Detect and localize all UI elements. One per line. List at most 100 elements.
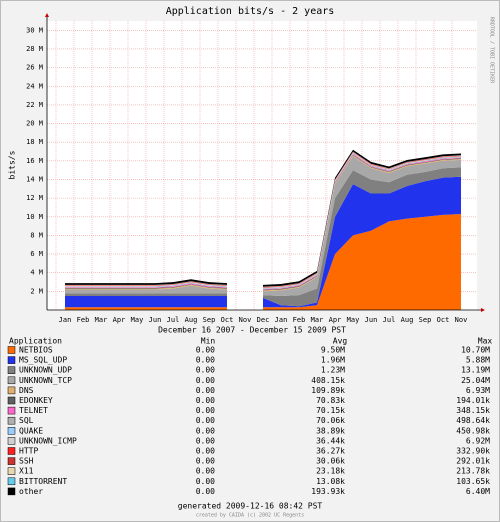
y-tick-label: 18 M (26, 138, 43, 146)
legend-min: 0.00 (196, 457, 215, 466)
legend-max: 6.40M (466, 487, 490, 496)
legend-swatch (7, 386, 16, 395)
y-tick-label: 10 M (26, 213, 43, 221)
legend-avg: 193.93k (311, 487, 345, 496)
x-tick-label: Jun (365, 316, 378, 324)
y-tick-label: 16 M (26, 157, 43, 165)
legend-max: 348.15k (456, 406, 490, 415)
legend-max: 498.64k (456, 416, 490, 425)
legend-avg: 23.18k (316, 467, 345, 476)
legend-label: BITTORRENT (19, 477, 67, 486)
legend-min: 0.00 (196, 386, 215, 395)
x-tick-label: Oct (221, 316, 234, 324)
x-tick-label: Mar (95, 316, 108, 324)
area (65, 156, 461, 296)
column-header: Min (201, 337, 216, 346)
x-axis-label: December 16 2007 - December 15 2009 PST (158, 326, 346, 335)
legend-label: TELNET (19, 406, 48, 415)
legend-max: 25.04M (461, 376, 490, 385)
legend-avg: 109.89k (311, 386, 345, 395)
column-header: Max (478, 337, 493, 346)
legend-swatch (7, 477, 16, 486)
legend-min: 0.00 (196, 356, 215, 365)
legend-avg: 13.08k (316, 477, 345, 486)
x-tick-label: Jan (275, 316, 288, 324)
column-header: Application (9, 337, 62, 346)
legend-avg: 70.15k (316, 406, 345, 415)
legend-label: DNS (19, 386, 34, 395)
legend-min: 0.00 (196, 346, 215, 355)
legend-min: 0.00 (196, 426, 215, 435)
y-tick-label: 6 M (30, 250, 43, 258)
y-tick-label: 26 M (26, 64, 43, 72)
x-axis-arrow (481, 308, 485, 312)
legend-min: 0.00 (196, 467, 215, 476)
x-tick-label: Jan (59, 316, 72, 324)
y-tick-label: 30 M (26, 26, 43, 34)
legend-min: 0.00 (196, 487, 215, 496)
y-tick-label: 4 M (30, 269, 43, 277)
legend-label: NETBIOS (19, 346, 53, 355)
x-tick-label: May (131, 316, 144, 324)
x-tick-label: Jul (167, 316, 180, 324)
x-tick-label: Aug (185, 316, 198, 324)
y-tick-label: 24 M (26, 82, 43, 90)
axes: 2 M 4 M 6 M 8 M 10 M 12 M 14 M 16 M 18 M 20 M 22 M… (26, 13, 485, 324)
legend-label: SQL (19, 416, 34, 425)
legend-swatch (7, 356, 16, 364)
x-tick-label: Apr (113, 316, 126, 324)
legend-label: X11 (19, 467, 34, 476)
y-tick-label: 2 M (30, 287, 43, 295)
legend-label: UNKNOWN_TCP (19, 376, 72, 385)
legend-min: 0.00 (196, 396, 215, 405)
legend-min: 0.00 (196, 366, 215, 375)
area (65, 167, 461, 307)
legend-max: 450.98k (456, 426, 490, 435)
x-tick-label: Dec (257, 316, 270, 324)
area (65, 214, 461, 310)
x-tick-label: Feb (293, 316, 306, 324)
x-tick-label: Sep (419, 316, 432, 324)
y-tick-label: 12 M (26, 194, 43, 202)
legend-max: 6.93M (466, 386, 490, 395)
legend-avg: 70.06k (316, 416, 345, 425)
x-tick-label: May (347, 316, 360, 324)
footer: generated 2009-12-16 08:42 PST (178, 502, 323, 511)
legend-max: 213.78k (456, 467, 490, 476)
y-axis-arrow (45, 13, 49, 17)
x-tick-label: Nov (455, 316, 468, 324)
legend-label: EDONKEY (19, 396, 53, 405)
legend-label: UNKNOWN_UDP (19, 366, 72, 375)
chart-title: Application bits/s - 2 years (166, 6, 335, 17)
legend-swatch (7, 437, 16, 445)
areas (65, 149, 461, 310)
credit: created by CAIDA (c) 2002 UC Regents (196, 513, 304, 519)
legend-swatch (7, 346, 16, 354)
x-tick-label: Nov (239, 316, 252, 324)
x-tick-label: Aug (401, 316, 414, 324)
y-tick-label: 14 M (26, 175, 43, 183)
legend-swatch (7, 427, 16, 435)
legend-min: 0.00 (196, 447, 215, 456)
x-tick-label: Sep (203, 316, 216, 324)
legend-avg: 36.27k (316, 447, 345, 456)
legend-swatch (7, 487, 16, 496)
legend-avg: 1.23M (321, 366, 345, 375)
legend-avg: 70.83k (316, 396, 345, 405)
legend-min: 0.00 (196, 477, 215, 486)
y-axis-label: bits/s (8, 150, 17, 179)
x-tick-label: Oct (437, 316, 450, 324)
legend-swatch (7, 447, 16, 455)
legend-max: 332.90k (456, 447, 490, 456)
legend-swatch (7, 416, 16, 425)
legend-label: UNKNOWN_ICMP (19, 436, 77, 445)
legend-min: 0.00 (196, 436, 215, 445)
legend-swatch (7, 376, 16, 385)
legend-max: 5.88M (466, 356, 490, 365)
legend-swatch (7, 467, 16, 475)
legend-label: HTTP (19, 447, 38, 456)
legend-min: 0.00 (196, 416, 215, 425)
legend-label: QUAKE (19, 426, 43, 435)
legend-avg: 408.15k (311, 376, 345, 385)
